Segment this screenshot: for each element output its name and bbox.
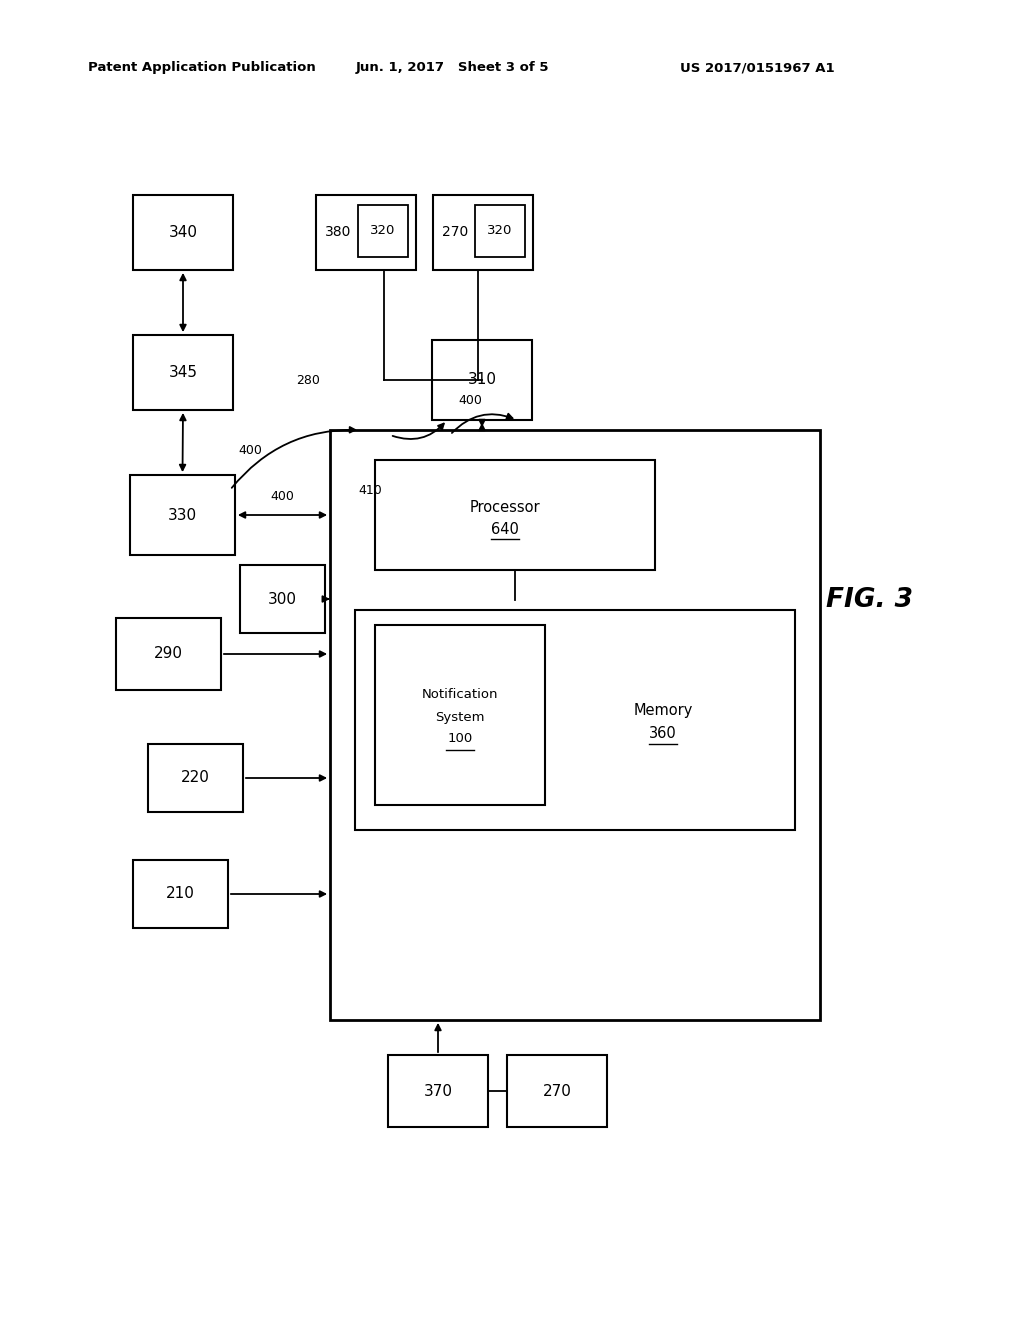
Bar <box>116 618 221 690</box>
Text: 290: 290 <box>154 647 183 661</box>
Text: 370: 370 <box>424 1084 453 1098</box>
Bar <box>507 1055 607 1127</box>
Text: Processor: Processor <box>470 499 541 515</box>
Text: 400: 400 <box>458 393 482 407</box>
Text: Memory: Memory <box>633 702 692 718</box>
Bar <box>133 195 233 271</box>
Text: US 2017/0151967 A1: US 2017/0151967 A1 <box>680 62 835 74</box>
Text: 400: 400 <box>270 491 295 503</box>
Text: 380: 380 <box>325 226 351 239</box>
Text: 360: 360 <box>649 726 677 742</box>
Bar <box>355 610 795 830</box>
Text: 400: 400 <box>238 444 262 457</box>
Text: 220: 220 <box>181 771 210 785</box>
Bar <box>375 624 545 805</box>
Bar <box>375 459 655 570</box>
Bar <box>130 475 234 554</box>
Bar <box>388 1055 488 1127</box>
Text: 270: 270 <box>543 1084 571 1098</box>
Text: System: System <box>435 710 484 723</box>
Text: 310: 310 <box>468 372 497 388</box>
Bar <box>433 195 534 271</box>
Text: 320: 320 <box>371 224 395 238</box>
Text: Jun. 1, 2017   Sheet 3 of 5: Jun. 1, 2017 Sheet 3 of 5 <box>356 62 550 74</box>
Text: 300: 300 <box>268 591 297 606</box>
Text: 320: 320 <box>487 224 513 238</box>
Bar <box>133 335 233 411</box>
Text: 345: 345 <box>169 366 198 380</box>
Bar <box>358 205 408 257</box>
Text: 340: 340 <box>169 224 198 240</box>
Bar <box>240 565 325 634</box>
Bar <box>475 205 525 257</box>
Text: 280: 280 <box>296 374 319 387</box>
Bar <box>432 341 532 420</box>
Text: 100: 100 <box>447 733 473 746</box>
Text: 210: 210 <box>166 887 195 902</box>
Text: 410: 410 <box>358 483 382 496</box>
Bar <box>133 861 228 928</box>
Text: 330: 330 <box>168 507 197 523</box>
Text: Patent Application Publication: Patent Application Publication <box>88 62 315 74</box>
Text: Notification: Notification <box>422 689 499 701</box>
Text: 640: 640 <box>492 521 519 536</box>
Text: 270: 270 <box>442 226 468 239</box>
Text: FIG. 3: FIG. 3 <box>826 587 913 612</box>
Bar <box>148 744 243 812</box>
Bar <box>330 430 820 1020</box>
Bar <box>316 195 416 271</box>
